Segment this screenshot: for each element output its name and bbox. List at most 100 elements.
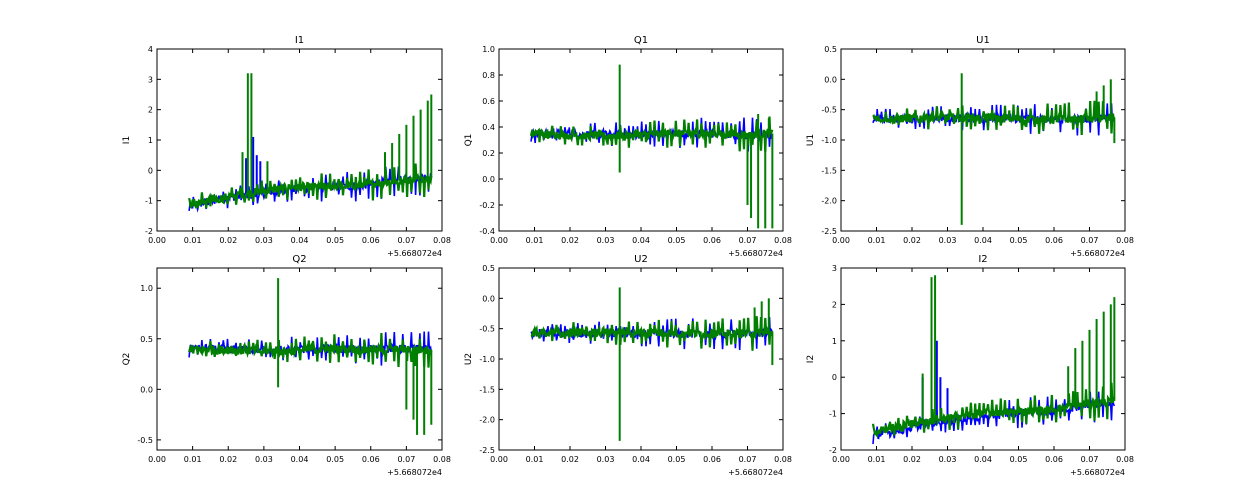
plot-area — [529, 64, 774, 229]
x-tick-label: 0.06 — [703, 236, 721, 245]
x-tick-label: 0.03 — [939, 455, 957, 464]
subplot-title: I2 — [978, 254, 987, 265]
subplot-title: U1 — [976, 35, 990, 46]
y-tick-label: 0.5 — [482, 264, 495, 273]
x-tick-label: 0.02 — [903, 236, 921, 245]
axes-frame — [498, 267, 784, 451]
series-line-green — [530, 316, 774, 351]
x-tick-label: 0.05 — [1010, 455, 1028, 464]
x-tick-label: 0.02 — [561, 236, 579, 245]
y-tick-label: 2 — [832, 300, 837, 309]
y-tick-label: -2 — [145, 227, 153, 236]
x-tick-label: 0.06 — [1045, 236, 1063, 245]
y-tick-label: 0.0 — [140, 385, 153, 394]
y-tick-label: 0.5 — [824, 45, 837, 54]
y-axis-label: Q2 — [122, 353, 132, 366]
x-offset-label: +5.668072e4 — [387, 468, 442, 477]
x-tick-label: 0.06 — [703, 455, 721, 464]
y-tick-label: 2 — [148, 106, 153, 115]
y-tick-label: -0.5 — [137, 436, 153, 445]
x-tick-label: 0.05 — [326, 236, 344, 245]
y-tick-label: -0.4 — [479, 227, 495, 236]
plot-area — [871, 275, 1116, 445]
x-tick-label: 0.01 — [868, 455, 886, 464]
x-tick-label: 0.06 — [362, 455, 380, 464]
series-line-green — [871, 382, 1116, 439]
x-tick-label: 0.03 — [255, 455, 273, 464]
y-axis-label: Q1 — [464, 134, 474, 147]
x-tick-label: 0.07 — [1081, 236, 1099, 245]
x-tick-label: 0.07 — [1081, 455, 1099, 464]
x-tick-label: 0.03 — [255, 236, 273, 245]
x-tick-label: 0.01 — [868, 236, 886, 245]
x-tick-label: 0.08 — [774, 455, 792, 464]
x-tick-label: 0.00 — [490, 236, 508, 245]
x-tick-label: 0.08 — [1116, 455, 1134, 464]
y-tick-label: 3 — [148, 75, 153, 84]
y-tick-label: -1.5 — [821, 166, 837, 175]
y-tick-label: -1 — [145, 197, 153, 206]
series-line-green — [188, 163, 433, 210]
x-tick-label: 0.02 — [219, 236, 237, 245]
x-tick-label: 0.00 — [832, 236, 850, 245]
x-tick-label: 0.00 — [490, 455, 508, 464]
y-axis-label: I2 — [806, 355, 816, 363]
subplot-q2: 0.00 0.01 0.02 0.03 0.04 0.05 0.06 0.07 0.08 -0.5… — [122, 254, 451, 477]
x-tick-label: 0.08 — [433, 236, 451, 245]
y-tick-label: -1 — [829, 410, 837, 419]
x-tick-label: 0.05 — [1010, 236, 1028, 245]
subplot-title: U2 — [634, 254, 648, 265]
y-axis-label: U1 — [806, 134, 816, 146]
y-tick-label: 0.2 — [482, 149, 495, 158]
y-tick-label: 1 — [148, 136, 153, 145]
y-tick-label: 1.0 — [482, 45, 495, 54]
x-tick-label: 0.02 — [903, 455, 921, 464]
y-tick-label: 0.4 — [482, 123, 495, 132]
y-tick-label: 0 — [832, 373, 837, 382]
y-tick-label: 0.8 — [482, 71, 495, 80]
y-tick-label: -2.0 — [479, 416, 495, 425]
x-tick-label: 0.00 — [148, 236, 166, 245]
x-offset-label: +5.668072e4 — [1070, 468, 1125, 477]
x-offset-label: +5.668072e4 — [728, 468, 783, 477]
y-tick-label: -2 — [829, 446, 837, 455]
subplot-i2: 0.00 0.01 0.02 0.03 0.04 0.05 0.06 0.07 0.08 -2 -1… — [806, 254, 1134, 477]
x-tick-label: 0.05 — [668, 455, 686, 464]
x-tick-label: 0.05 — [668, 236, 686, 245]
x-tick-label: 0.07 — [397, 236, 415, 245]
x-tick-label: 0.00 — [148, 455, 166, 464]
subplot-u1: 0.00 0.01 0.02 0.03 0.04 0.05 0.06 0.07 0.08 -2.5… — [806, 35, 1134, 258]
y-tick-label: 0.0 — [482, 175, 495, 184]
subplot-u2: 0.00 0.01 0.02 0.03 0.04 0.05 0.06 0.07 0.08 -2.5… — [464, 254, 792, 477]
x-tick-label: 0.00 — [832, 455, 850, 464]
y-tick-label: 0.6 — [482, 97, 495, 106]
series-line-green — [872, 100, 1116, 136]
x-tick-label: 0.02 — [561, 455, 579, 464]
subplot-q1: 0.00 0.01 0.02 0.03 0.04 0.05 0.06 0.07 0.08 -0.4… — [464, 35, 792, 258]
x-tick-label: 0.04 — [632, 455, 650, 464]
x-tick-label: 0.07 — [739, 455, 757, 464]
x-tick-label: 0.01 — [184, 455, 202, 464]
x-tick-label: 0.04 — [974, 455, 992, 464]
subplot-i1: 0.00 0.01 0.02 0.03 0.04 0.05 0.06 0.07 0.08 -2 -1… — [122, 35, 451, 258]
x-offset-label: +5.668072e4 — [1070, 249, 1125, 258]
x-tick-label: 0.04 — [974, 236, 992, 245]
x-tick-label: 0.06 — [362, 236, 380, 245]
plot-area — [530, 287, 774, 441]
x-tick-label: 0.08 — [774, 236, 792, 245]
x-offset-label: +5.668072e4 — [728, 249, 783, 258]
x-tick-label: 0.04 — [632, 236, 650, 245]
x-tick-label: 0.01 — [526, 455, 544, 464]
x-tick-label: 0.04 — [291, 236, 309, 245]
x-tick-label: 0.02 — [219, 455, 237, 464]
y-tick-label: -0.5 — [821, 106, 837, 115]
x-tick-label: 0.06 — [1045, 455, 1063, 464]
y-tick-label: -2.0 — [821, 197, 837, 206]
y-tick-label: -1.0 — [821, 136, 837, 145]
x-tick-label: 0.01 — [184, 236, 202, 245]
x-tick-label: 0.07 — [739, 236, 757, 245]
y-tick-label: 0 — [148, 166, 153, 175]
y-tick-label: 0.0 — [824, 75, 837, 84]
x-tick-label: 0.07 — [397, 455, 415, 464]
